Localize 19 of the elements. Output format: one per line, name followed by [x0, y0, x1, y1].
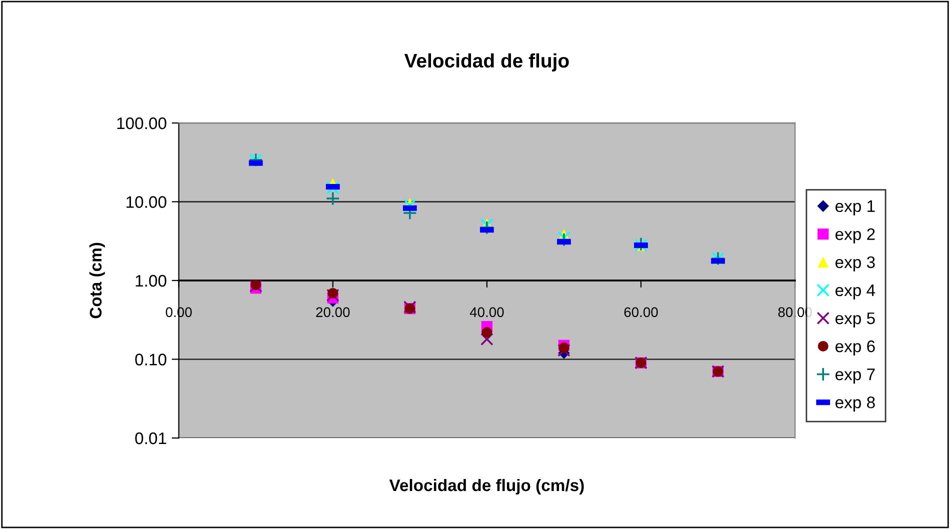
- y-axis-title: Cota (cm): [89, 242, 105, 318]
- chart-title: Velocidad de flujo: [404, 53, 569, 72]
- y-tick-label: 1.00: [136, 274, 166, 287]
- legend-label: exp 7: [835, 368, 875, 384]
- y-tick-label: 0.10: [135, 354, 166, 366]
- y-tick-label: 0.01: [135, 432, 166, 444]
- x-tick-label: 20.00: [316, 307, 350, 318]
- legend-label: exp 4: [835, 284, 876, 300]
- legend-label: exp 5: [835, 312, 875, 328]
- legend-label: exp 3: [835, 256, 875, 272]
- x-axis-title: Velocidad de flujo (cm/s): [389, 478, 584, 494]
- legend-label: exp 1: [835, 200, 875, 216]
- y-tick-label: 10.00: [126, 196, 166, 208]
- x-tick-label: 40.00: [470, 307, 504, 318]
- legend-label: exp 8: [835, 396, 875, 412]
- y-tick-label: 100.00: [117, 117, 166, 130]
- legend-label: exp 6: [835, 340, 875, 356]
- x-tick-label: 60.00: [624, 307, 658, 318]
- legend-label: exp 2: [835, 228, 875, 244]
